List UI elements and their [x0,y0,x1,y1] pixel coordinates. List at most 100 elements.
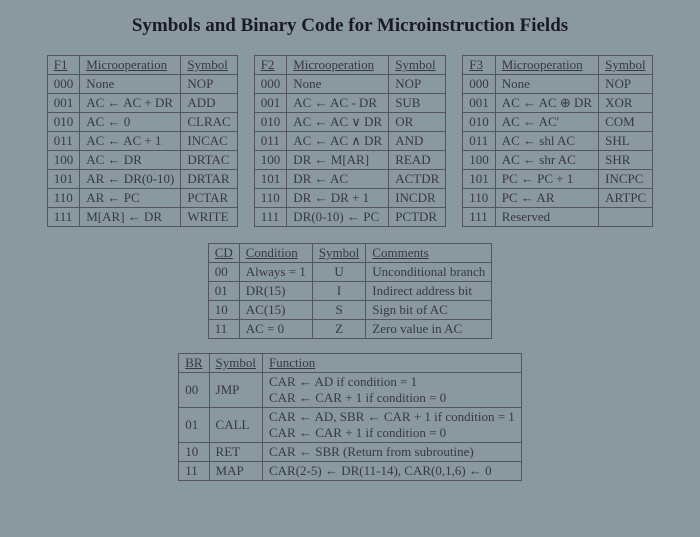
table-cell: DR ← M[AR] [287,151,389,170]
table-cell: DRTAC [181,151,237,170]
f2-table: F2MicrooperationSymbol000NoneNOP001AC ← … [254,55,447,227]
table-row: 110PC ← ARARTPC [463,189,653,208]
table-row: 110AR ← PCPCTAR [47,189,237,208]
table-cell: AC ← 0 [80,113,181,132]
table-cell: 110 [254,189,287,208]
table-row: 01CALLCAR ← AD, SBR ← CAR + 1 if conditi… [179,408,522,443]
table-row: 11MAPCAR(2-5) ← DR(11-14), CAR(0,1,6) ← … [179,462,522,481]
table-cell: CAR ← AD if condition = 1CAR ← CAR + 1 i… [263,373,522,408]
table-cell: 000 [254,75,287,94]
table-cell: 101 [463,170,496,189]
table-cell: AC(15) [239,301,312,320]
table-cell: XOR [599,94,653,113]
table-cell: 000 [47,75,80,94]
table-row: 011AC ← shl ACSHL [463,132,653,151]
f3-table: F3MicrooperationSymbol000NoneNOP001AC ← … [462,55,653,227]
table-row: 000NoneNOP [47,75,237,94]
table-cell: S [312,301,365,320]
cond-header: Symbol [312,244,365,263]
table-cell: Unconditional branch [366,263,492,282]
table-cell: AC ← shr AC [495,151,598,170]
table-cell: Z [312,320,365,339]
table-cell: I [312,282,365,301]
table-cell: None [80,75,181,94]
table-cell: 110 [47,189,80,208]
table-cell: PC ← AR [495,189,598,208]
table-cell: 001 [254,94,287,113]
table-cell: 11 [179,462,209,481]
br-header: Function [263,354,522,373]
table-row: 11AC = 0ZZero value in AC [208,320,492,339]
table-cell: 10 [179,443,209,462]
cond-header: Comments [366,244,492,263]
table-row: 101DR ← ACACTDR [254,170,446,189]
table-cell: ACTDR [389,170,446,189]
f3-header: Microoperation [495,56,598,75]
table-row: 111Reserved [463,208,653,227]
table-cell: AC ← AC ∨ DR [287,113,389,132]
table-row: 001AC ← AC + DRADD [47,94,237,113]
table-row: 100AC ← DRDRTAC [47,151,237,170]
table-cell: SHR [599,151,653,170]
cond-header: CD [208,244,239,263]
table-cell: 01 [179,408,209,443]
table-cell: Indirect address bit [366,282,492,301]
table-cell: 010 [47,113,80,132]
table-cell: MAP [209,462,262,481]
table-cell: 111 [254,208,287,227]
table-cell: 011 [463,132,496,151]
table-cell: AC ← AC - DR [287,94,389,113]
table-cell: AR ← DR(0-10) [80,170,181,189]
table-row: 101AR ← DR(0-10)DRTAR [47,170,237,189]
table-cell: 100 [463,151,496,170]
table-cell: AC ← AC ∧ DR [287,132,389,151]
table-cell: ADD [181,94,237,113]
table-cell: AC ← shl AC [495,132,598,151]
f1-header: F1 [47,56,80,75]
table-cell: 001 [47,94,80,113]
table-row: 000NoneNOP [254,75,446,94]
table-cell: U [312,263,365,282]
page-title: Symbols and Binary Code for Microinstruc… [15,15,685,37]
table-row: 011AC ← AC + 1INCAC [47,132,237,151]
table-cell: 010 [463,113,496,132]
f1-table: F1MicrooperationSymbol000NoneNOP001AC ← … [47,55,238,227]
table-cell: 010 [254,113,287,132]
table-cell: SUB [389,94,446,113]
table-cell: 00 [208,263,239,282]
table-cell: 110 [463,189,496,208]
table-cell: 00 [179,373,209,408]
table-cell: Zero value in AC [366,320,492,339]
table-row: 00JMPCAR ← AD if condition = 1CAR ← CAR … [179,373,522,408]
table-row: 010AC ← AC ∨ DROR [254,113,446,132]
table-row: 001AC ← AC - DRSUB [254,94,446,113]
table-cell: AC ← AC + DR [80,94,181,113]
br-header: Symbol [209,354,262,373]
f3-header: F3 [463,56,496,75]
f2-header: Microoperation [287,56,389,75]
table-cell: 11 [208,320,239,339]
table-cell: 10 [208,301,239,320]
table-row: 100DR ← M[AR]READ [254,151,446,170]
table-cell: WRITE [181,208,237,227]
table-cell: CALL [209,408,262,443]
table-cell: 011 [47,132,80,151]
table-cell: OR [389,113,446,132]
table-cell: READ [389,151,446,170]
table-row: 101PC ← PC + 1INCPC [463,170,653,189]
f1-header: Microoperation [80,56,181,75]
table-cell: 01 [208,282,239,301]
table-row: 000NoneNOP [463,75,653,94]
table-cell: CLRAC [181,113,237,132]
table-cell: CAR ← SBR (Return from subroutine) [263,443,522,462]
table-cell: DR(0-10) ← PC [287,208,389,227]
table-cell: CAR(2-5) ← DR(11-14), CAR(0,1,6) ← 0 [263,462,522,481]
table-cell: INCDR [389,189,446,208]
table-cell: None [495,75,598,94]
table-cell: Sign bit of AC [366,301,492,320]
table-cell: 001 [463,94,496,113]
table-row: 10AC(15)SSign bit of AC [208,301,492,320]
table-cell: NOP [181,75,237,94]
table-cell: 111 [47,208,80,227]
condition-table: CDConditionSymbolComments00Always = 1UUn… [208,243,493,339]
